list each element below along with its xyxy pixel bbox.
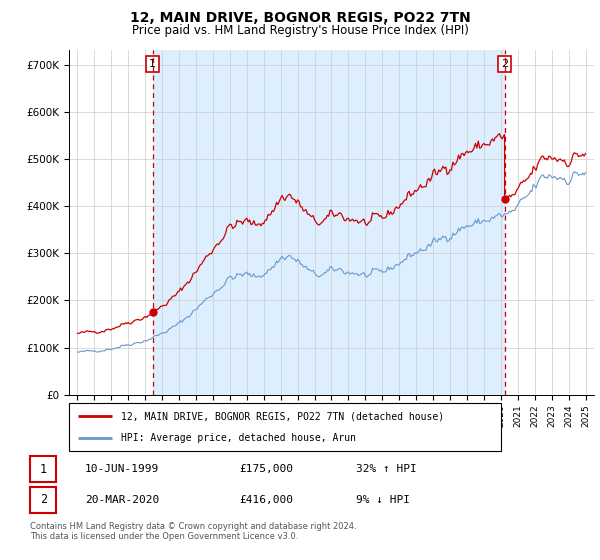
Text: 2: 2 (40, 493, 47, 506)
Text: 1: 1 (40, 463, 47, 475)
Text: Contains HM Land Registry data © Crown copyright and database right 2024.
This d: Contains HM Land Registry data © Crown c… (30, 522, 356, 542)
Text: 2: 2 (501, 59, 508, 69)
Text: 12, MAIN DRIVE, BOGNOR REGIS, PO22 7TN (detached house): 12, MAIN DRIVE, BOGNOR REGIS, PO22 7TN (… (121, 411, 444, 421)
Text: 20-MAR-2020: 20-MAR-2020 (85, 495, 160, 505)
Bar (152, 50, 505, 395)
Text: 1: 1 (149, 59, 156, 69)
Text: 10-JUN-1999: 10-JUN-1999 (85, 464, 160, 474)
FancyBboxPatch shape (69, 403, 501, 451)
Text: Price paid vs. HM Land Registry's House Price Index (HPI): Price paid vs. HM Land Registry's House … (131, 24, 469, 36)
FancyBboxPatch shape (30, 456, 56, 482)
Text: £175,000: £175,000 (240, 464, 294, 474)
Text: 9% ↓ HPI: 9% ↓ HPI (356, 495, 410, 505)
Text: £416,000: £416,000 (240, 495, 294, 505)
Text: 12, MAIN DRIVE, BOGNOR REGIS, PO22 7TN: 12, MAIN DRIVE, BOGNOR REGIS, PO22 7TN (130, 11, 470, 25)
Text: 32% ↑ HPI: 32% ↑ HPI (356, 464, 416, 474)
Text: HPI: Average price, detached house, Arun: HPI: Average price, detached house, Arun (121, 433, 356, 443)
FancyBboxPatch shape (30, 487, 56, 513)
